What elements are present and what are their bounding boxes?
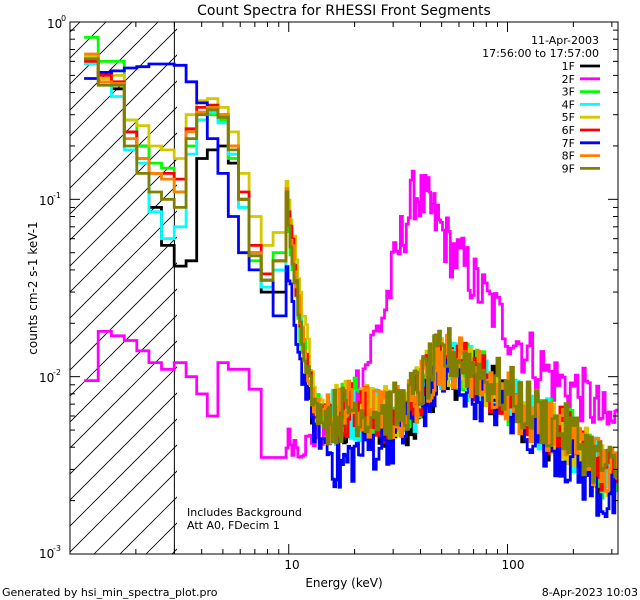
hatch-line <box>70 418 177 527</box>
y-tick-exponent-1e-2: -2 <box>53 368 61 377</box>
series-group <box>84 35 618 518</box>
legend-label-7F: 7F <box>562 137 575 150</box>
legend-label-5F: 5F <box>562 111 575 124</box>
hatch-line <box>70 236 177 345</box>
y-tick-label-1e-2: 10 -2 <box>39 368 61 385</box>
y-tick-exponent-1e-3: -3 <box>53 544 61 553</box>
legend-label-4F: 4F <box>562 98 575 111</box>
hatch-line <box>70 22 159 111</box>
x-tick-label-100: 100 <box>502 558 525 572</box>
plot-frame <box>69 21 619 555</box>
plot-area <box>70 22 618 554</box>
y-tick-base-1e-3: 10 <box>39 547 54 561</box>
footer-date: 8-Apr-2023 10:03 <box>542 586 638 599</box>
hatch-line <box>70 132 177 241</box>
hatch-line <box>70 392 177 501</box>
hatch-line <box>70 444 177 553</box>
legend-label-2F: 2F <box>562 73 575 86</box>
x-tick-label-10: 10 <box>284 558 299 572</box>
hatch-line <box>70 54 177 163</box>
x-axis-label: Energy (keV) <box>305 576 382 590</box>
y-tick-exponent-1e-1: -1 <box>53 191 61 200</box>
y-tick-base-1e-1: 10 <box>39 194 54 208</box>
excluded-energy-hatch <box>70 22 177 554</box>
date-label: 11-Apr-2003 <box>531 34 599 47</box>
hatch-line <box>70 340 177 449</box>
hatch-line <box>70 262 177 371</box>
hatch-line <box>70 210 177 319</box>
y-tick-base-1e0: 10 <box>47 17 62 31</box>
axis-ticks <box>69 21 618 555</box>
hatch-line <box>70 158 177 267</box>
y-tick-label-1e-1: 10 -1 <box>39 191 61 208</box>
series-7F-line <box>84 62 618 518</box>
y-tick-base-1e-2: 10 <box>39 371 54 385</box>
legend-label-3F: 3F <box>562 86 575 99</box>
legend-label-1F: 1F <box>562 60 575 73</box>
y-tick-label-1e0: 10 0 <box>47 14 66 31</box>
time-range-label: 17:56:00 to 17:57:00 <box>482 47 599 60</box>
y-tick-exponent-1e0: 0 <box>61 14 66 23</box>
hatch-line <box>70 184 177 293</box>
legend-label-9F: 9F <box>562 162 575 175</box>
legend-label-8F: 8F <box>562 150 575 163</box>
series-9F-line <box>84 57 618 484</box>
hatch-line <box>70 366 177 475</box>
note-background: Includes Background <box>187 506 302 519</box>
legend-label-6F: 6F <box>562 124 575 137</box>
chart-title: Count Spectra for RHESSI Front Segments <box>197 3 491 19</box>
y-tick-label-1e-3: 10 -3 <box>39 544 61 561</box>
y-axis-label: counts cm-2 s-1 keV-1 <box>26 221 40 354</box>
footer-generated-by: Generated by hsi_min_spectra_plot.pro <box>2 586 218 599</box>
note-attenuator: Att A0, FDecim 1 <box>187 519 280 532</box>
